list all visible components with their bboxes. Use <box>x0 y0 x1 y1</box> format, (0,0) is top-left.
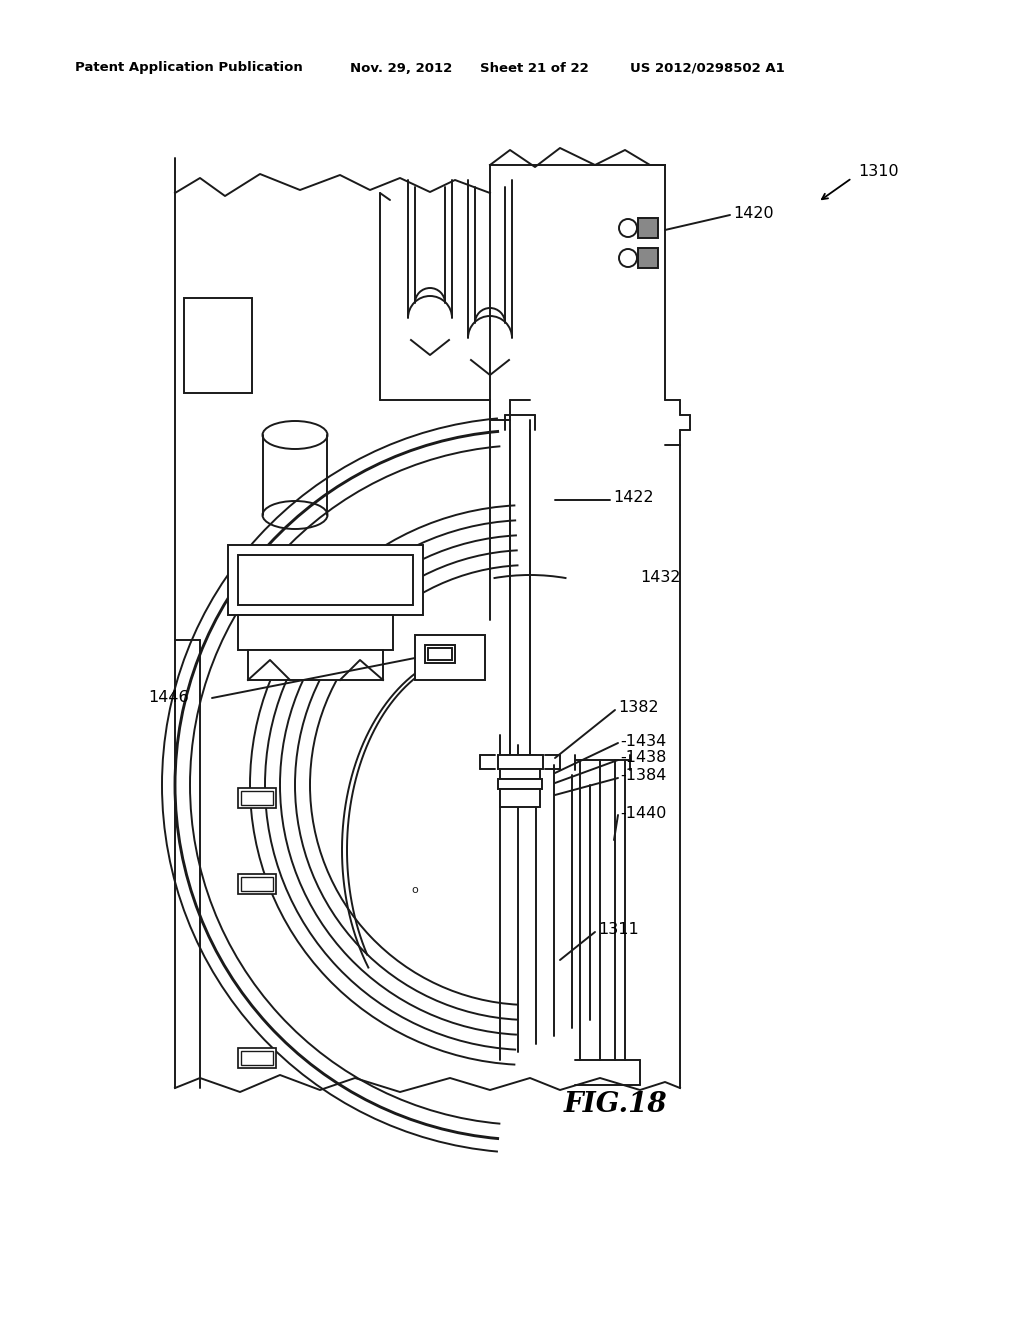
Bar <box>228 545 423 615</box>
Bar <box>238 788 276 808</box>
Text: Sheet 21 of 22: Sheet 21 of 22 <box>480 62 589 74</box>
Bar <box>415 635 485 680</box>
Text: o: o <box>412 884 419 895</box>
Bar <box>425 645 455 663</box>
Text: 1310: 1310 <box>858 165 899 180</box>
Bar <box>500 770 540 779</box>
Bar <box>238 1048 276 1068</box>
Text: Patent Application Publication: Patent Application Publication <box>75 62 303 74</box>
Bar <box>248 649 383 680</box>
Bar <box>638 218 658 238</box>
Text: 1432: 1432 <box>640 570 681 586</box>
Text: 1311: 1311 <box>598 923 639 937</box>
Text: 1382: 1382 <box>618 701 658 715</box>
Text: 1422: 1422 <box>613 491 653 506</box>
Bar <box>238 554 413 605</box>
Bar <box>638 248 658 268</box>
Text: -1434: -1434 <box>620 734 667 748</box>
Bar <box>184 298 252 393</box>
Bar <box>241 876 273 891</box>
Text: -1384: -1384 <box>620 768 667 784</box>
Text: US 2012/0298502 A1: US 2012/0298502 A1 <box>630 62 784 74</box>
Bar <box>500 789 540 807</box>
Bar <box>505 755 535 767</box>
Text: -1438: -1438 <box>620 751 667 766</box>
Text: FIG.18: FIG.18 <box>563 1092 667 1118</box>
Bar <box>428 648 452 660</box>
Bar <box>238 874 276 894</box>
Text: Nov. 29, 2012: Nov. 29, 2012 <box>350 62 453 74</box>
Text: 1420: 1420 <box>733 206 773 220</box>
Bar <box>498 755 543 770</box>
Text: 1446: 1446 <box>148 690 188 705</box>
Text: -1440: -1440 <box>620 805 667 821</box>
Bar <box>241 1051 273 1065</box>
Bar <box>238 615 393 649</box>
Bar <box>498 779 542 789</box>
Bar <box>241 791 273 805</box>
